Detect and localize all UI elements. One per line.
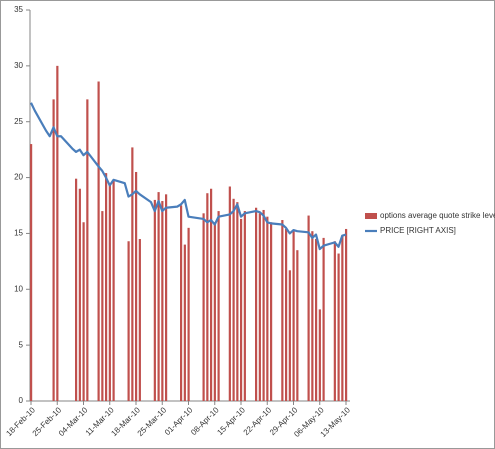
bar (318, 309, 321, 401)
y-tick-label: 15 (14, 229, 23, 238)
y-tick-label: 30 (14, 61, 23, 70)
bar (82, 222, 85, 401)
bar (322, 237, 325, 401)
y-tick-label: 5 (19, 340, 24, 349)
bar (337, 253, 340, 401)
bar (86, 99, 89, 401)
bar (333, 241, 336, 401)
bar (307, 215, 310, 401)
bar (161, 201, 164, 401)
bar (311, 231, 314, 401)
bar (228, 186, 231, 401)
bar (281, 220, 284, 401)
bar (266, 216, 269, 401)
bar (187, 227, 190, 401)
legend-label: PRICE [RIGHT AXIS] (380, 226, 456, 235)
bar (255, 207, 258, 401)
bar (131, 147, 134, 401)
bar (52, 99, 55, 401)
bar (108, 183, 111, 401)
y-tick-label: 10 (14, 284, 23, 293)
bar (288, 270, 291, 401)
bar (258, 213, 261, 401)
bar (78, 188, 81, 401)
bar (243, 211, 246, 401)
legend-label: options average quote strike level (380, 211, 495, 220)
legend-swatch (365, 213, 377, 219)
bar (285, 228, 288, 401)
bar (296, 250, 299, 401)
y-tick-label: 0 (19, 396, 24, 405)
y-tick-label: 25 (14, 117, 23, 126)
bar (157, 192, 160, 401)
bar (262, 209, 265, 401)
bar (56, 65, 59, 401)
bar (341, 235, 344, 401)
bar (183, 244, 186, 401)
bar (206, 193, 209, 401)
y-tick-label: 35 (14, 5, 23, 14)
bar (101, 211, 104, 401)
bar (180, 205, 183, 401)
bar (75, 178, 78, 401)
bar (292, 230, 295, 401)
bar (112, 179, 115, 401)
bar (153, 199, 156, 401)
bar (30, 144, 33, 402)
y-tick-label: 20 (14, 173, 23, 182)
price-line (30, 102, 347, 251)
bar (138, 239, 141, 401)
bar (217, 211, 220, 401)
bar (236, 202, 239, 401)
bar (232, 198, 235, 401)
bar (135, 171, 138, 401)
bar (127, 241, 130, 401)
bar (97, 81, 100, 402)
bar (105, 173, 108, 401)
bar (345, 228, 348, 401)
bar (210, 188, 213, 401)
bar (213, 222, 216, 401)
bar (240, 218, 243, 401)
bar (270, 222, 273, 401)
bar (315, 239, 318, 401)
bar (165, 194, 168, 401)
bar (202, 213, 205, 401)
